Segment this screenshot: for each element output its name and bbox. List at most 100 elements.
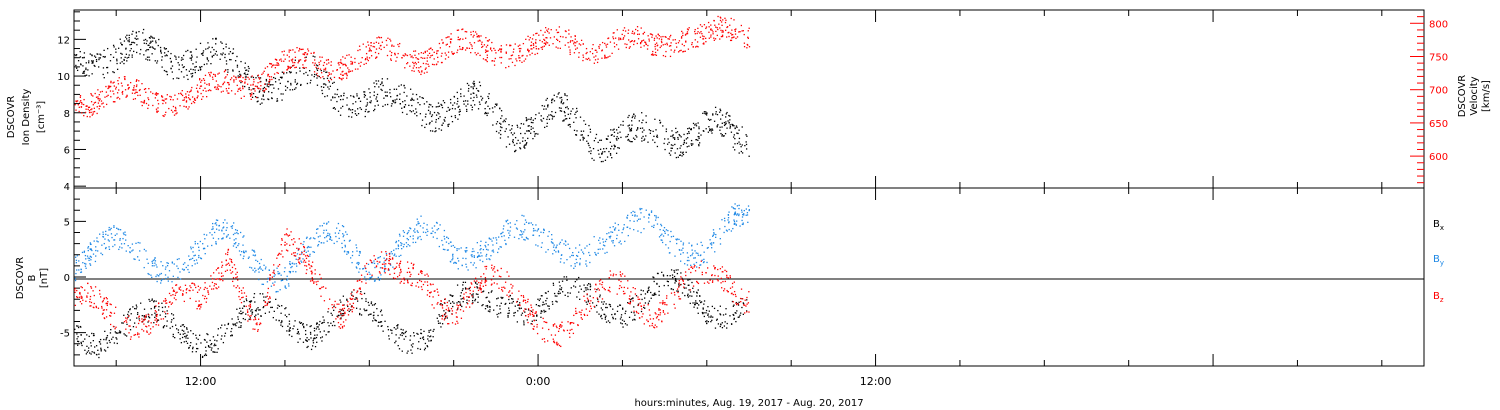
data-point <box>325 84 327 86</box>
data-point <box>683 141 686 143</box>
data-point <box>552 242 554 244</box>
data-point <box>556 31 559 34</box>
data-point <box>679 260 682 262</box>
data-point <box>167 262 169 265</box>
data-point <box>694 33 696 35</box>
data-point <box>374 266 376 269</box>
data-point <box>653 226 655 229</box>
data-point <box>136 79 138 81</box>
data-point <box>544 126 546 129</box>
data-point <box>638 120 640 122</box>
data-point <box>92 253 95 255</box>
data-point <box>154 97 157 99</box>
data-point <box>121 247 123 249</box>
data-point <box>499 137 502 139</box>
data-point <box>747 30 749 32</box>
data-point <box>305 333 307 336</box>
data-point <box>424 126 426 129</box>
data-point <box>358 254 360 257</box>
data-point <box>740 209 743 211</box>
data-point <box>274 77 277 80</box>
data-point <box>722 135 725 137</box>
data-point <box>141 321 144 323</box>
data-point <box>503 225 505 227</box>
data-point <box>83 103 85 106</box>
data-point <box>433 51 435 53</box>
data-point <box>162 310 164 313</box>
data-point <box>748 46 751 48</box>
data-point <box>599 156 601 159</box>
data-point <box>646 290 649 292</box>
data-point <box>668 45 671 47</box>
data-point <box>409 335 412 337</box>
data-point <box>678 40 681 42</box>
data-point <box>505 128 507 130</box>
data-point <box>245 74 247 76</box>
data-point <box>248 300 251 303</box>
data-point <box>559 110 562 112</box>
data-point <box>190 258 192 260</box>
data-point <box>665 128 668 130</box>
data-point <box>696 41 699 43</box>
data-point <box>607 320 610 322</box>
data-point <box>367 301 369 304</box>
data-point <box>222 48 225 50</box>
data-point <box>616 234 618 236</box>
data-point <box>518 237 520 240</box>
data-point <box>689 255 692 257</box>
data-point <box>589 59 591 61</box>
data-point <box>377 263 379 265</box>
data-point <box>151 299 153 302</box>
data-point <box>535 42 537 44</box>
data-point <box>449 302 452 305</box>
data-point <box>642 119 644 121</box>
data-point <box>612 242 614 244</box>
data-point <box>189 98 191 101</box>
data-point <box>451 53 454 55</box>
data-point <box>277 88 280 90</box>
data-point <box>662 235 665 237</box>
data-point <box>664 35 666 38</box>
data-point <box>599 148 602 150</box>
data-point <box>380 274 382 276</box>
data-point <box>588 243 591 246</box>
data-point <box>140 48 142 51</box>
data-point <box>198 334 201 336</box>
data-point <box>530 118 532 121</box>
data-point <box>631 116 633 119</box>
data-point <box>585 58 587 60</box>
data-point <box>530 117 532 119</box>
data-point <box>296 47 298 49</box>
data-point <box>316 326 318 328</box>
data-point <box>641 127 644 129</box>
data-point <box>680 36 683 38</box>
data-point <box>602 303 604 305</box>
data-point <box>198 246 200 248</box>
data-point <box>328 331 330 333</box>
data-point <box>482 248 485 251</box>
data-point <box>82 72 84 74</box>
data-point <box>98 98 100 100</box>
data-point <box>202 50 205 52</box>
data-point <box>597 141 599 144</box>
data-point <box>673 269 675 272</box>
data-point <box>125 38 128 40</box>
data-point <box>728 222 730 224</box>
data-point <box>265 88 267 90</box>
data-point <box>102 73 104 76</box>
data-point <box>321 89 323 92</box>
data-point <box>449 98 452 101</box>
data-point <box>217 238 220 240</box>
data-point <box>490 255 492 257</box>
data-point <box>470 31 472 33</box>
data-point <box>166 71 168 73</box>
data-point <box>534 133 536 135</box>
data-point <box>92 62 94 64</box>
data-point <box>103 106 105 108</box>
data-point <box>223 70 226 73</box>
data-point <box>185 96 187 99</box>
data-point <box>406 233 408 235</box>
data-point <box>617 305 619 308</box>
data-point <box>629 220 631 222</box>
data-point <box>180 59 183 61</box>
